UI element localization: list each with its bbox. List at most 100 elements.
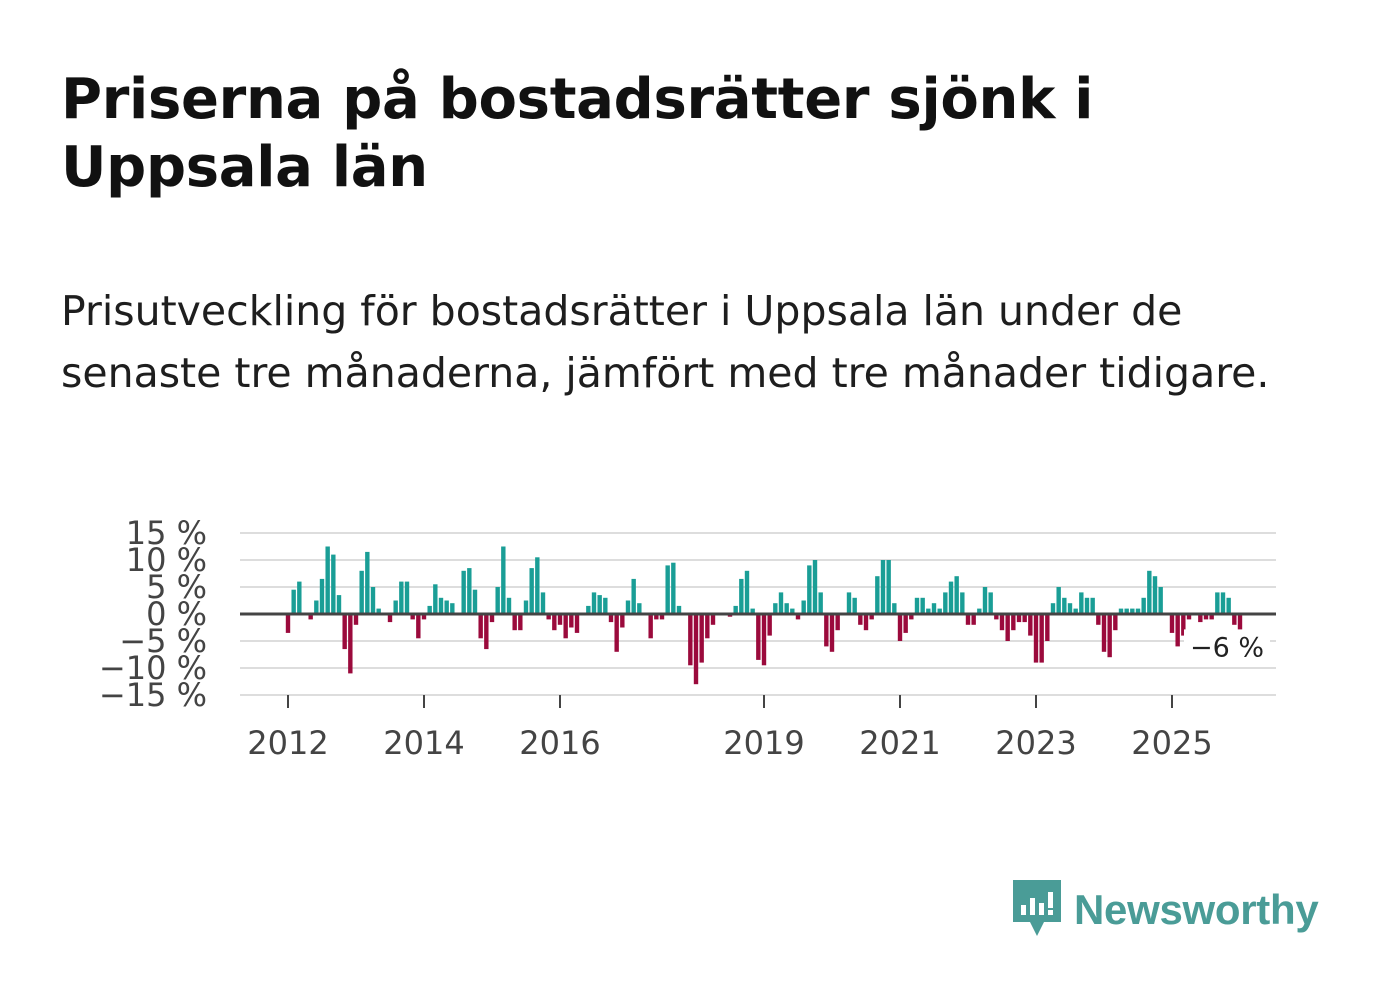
x-tick-label: 2012	[247, 724, 328, 762]
y-tick-label: 5 %	[146, 568, 207, 606]
bar	[914, 597, 920, 614]
bar	[291, 589, 296, 614]
chart-subtitle: Prisutveckling för bostadsrätter i Uppsa…	[61, 287, 1270, 397]
bar	[807, 565, 812, 614]
bar	[1124, 608, 1129, 614]
bar	[620, 614, 625, 628]
x-tick-label: 2021	[859, 724, 940, 762]
y-tick-label: 0 %	[146, 595, 207, 633]
bar	[705, 614, 710, 639]
bar	[965, 614, 971, 625]
bar	[688, 614, 693, 666]
y-tick-label: 10 %	[126, 541, 207, 579]
bar	[518, 614, 523, 631]
bar	[399, 581, 404, 614]
bar	[1198, 614, 1203, 623]
bar	[478, 614, 483, 639]
bar	[886, 560, 891, 614]
bar	[892, 603, 897, 614]
bar	[1158, 587, 1163, 614]
bar	[461, 570, 466, 614]
bar	[846, 592, 852, 614]
bar	[1107, 614, 1112, 658]
x-tick-label: 2014	[383, 724, 464, 762]
bar	[348, 614, 353, 674]
bar	[591, 592, 597, 614]
x-tick-label: 2016	[519, 724, 600, 762]
y-tick-label: −5 %	[119, 622, 207, 660]
bar	[1152, 576, 1158, 614]
bar	[897, 614, 903, 641]
bar	[467, 568, 472, 614]
bar	[1045, 614, 1050, 641]
bar	[948, 581, 954, 614]
bar	[1084, 597, 1090, 614]
bar	[1033, 614, 1039, 663]
bar	[552, 614, 557, 631]
bar	[648, 614, 653, 639]
bar	[608, 614, 614, 623]
bar	[444, 600, 449, 614]
y-tick-label: −10 %	[99, 649, 207, 687]
bar	[1118, 608, 1124, 614]
bar	[937, 608, 942, 614]
bar	[835, 614, 840, 631]
bar	[416, 614, 421, 639]
bar	[336, 595, 342, 614]
bar	[654, 614, 659, 620]
last-value-label: −6 %	[1190, 632, 1264, 663]
y-tick-label: 15 %	[126, 514, 207, 552]
bar	[1005, 614, 1010, 641]
bar	[693, 614, 699, 685]
bar	[297, 581, 302, 614]
bar	[1073, 608, 1078, 614]
bar	[909, 614, 914, 620]
bar	[880, 560, 886, 614]
bar	[659, 614, 665, 620]
bar	[1028, 614, 1033, 636]
bar	[1079, 592, 1084, 614]
bar	[563, 614, 568, 639]
bar	[1141, 597, 1146, 614]
bar	[926, 608, 931, 614]
bar	[586, 605, 591, 614]
bar	[1022, 614, 1027, 623]
bar	[1067, 603, 1073, 614]
bar	[733, 605, 738, 614]
bar	[1220, 592, 1226, 614]
bar	[1186, 614, 1192, 620]
bar	[631, 578, 636, 614]
bar	[512, 614, 517, 631]
brand-name: Newsworthy	[1074, 886, 1319, 933]
bar	[971, 614, 976, 625]
bar	[665, 565, 670, 614]
bar	[574, 614, 580, 633]
bar	[756, 614, 761, 660]
bar	[1011, 614, 1016, 631]
bar	[858, 614, 863, 625]
bar	[977, 608, 982, 614]
bar	[671, 562, 676, 614]
bar	[319, 578, 325, 614]
bar	[1226, 597, 1231, 614]
bar	[761, 614, 767, 666]
bar	[824, 614, 829, 647]
y-tick-label: −15 %	[99, 676, 207, 714]
bar	[960, 592, 965, 614]
bar	[325, 546, 330, 614]
bar	[829, 614, 835, 652]
bar	[1209, 614, 1214, 620]
bar	[1101, 614, 1107, 652]
bar	[365, 551, 370, 614]
bar	[603, 597, 608, 614]
bar	[784, 603, 789, 614]
bar	[1147, 570, 1152, 614]
bar	[812, 560, 818, 614]
bar	[597, 595, 602, 614]
bar	[506, 597, 512, 614]
bar	[1215, 592, 1220, 614]
x-tick-label: 2025	[1131, 724, 1212, 762]
bar	[1113, 614, 1118, 631]
bar	[1039, 614, 1044, 663]
bar	[535, 557, 540, 614]
